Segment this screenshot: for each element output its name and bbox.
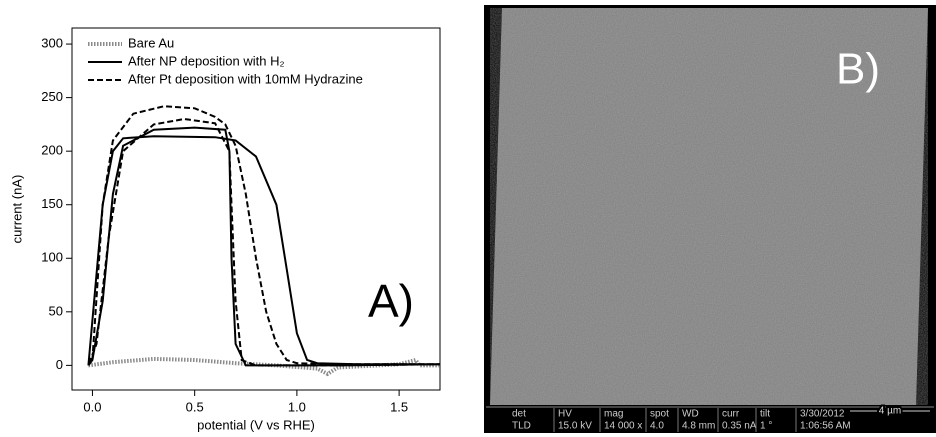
legend-label: Bare Au	[128, 35, 174, 50]
info-header: tilt	[760, 409, 770, 420]
legend-label: After Pt deposition with 10mM Hydrazine	[128, 71, 363, 86]
info-value: 1 °	[760, 421, 772, 432]
info-header: WD	[682, 409, 699, 420]
info-value: 14 000 x	[604, 421, 642, 432]
y-tick-label: 150	[41, 196, 63, 211]
info-header: HV	[558, 409, 572, 420]
y-tick-label: 200	[41, 143, 63, 158]
y-tick-label: 100	[41, 250, 63, 265]
info-header: mag	[604, 409, 623, 420]
x-axis-label: potential (V vs RHE)	[197, 417, 315, 432]
y-tick-label: 50	[49, 303, 63, 318]
info-value: 0.35 nA	[722, 421, 757, 432]
y-axis-label: current (nA)	[9, 175, 24, 244]
info-value: 4.0	[650, 421, 664, 432]
x-tick-label: 0.0	[83, 399, 101, 414]
info-value: 4.8 mm	[682, 421, 715, 432]
info-header: spot	[650, 409, 669, 420]
legend-label: After NP deposition with H₂	[128, 53, 285, 68]
sem-texture	[490, 8, 928, 405]
plot-frame	[71, 27, 441, 391]
x-tick-label: 1.0	[288, 399, 306, 414]
series-line	[88, 356, 440, 377]
panel-label: B)	[836, 45, 880, 94]
series-line	[87, 105, 441, 367]
info-value: 15.0 kV	[558, 421, 592, 432]
info-header: det	[512, 409, 526, 420]
y-tick-label: 0	[56, 357, 63, 372]
annotation: A)	[368, 275, 414, 327]
x-tick-label: 0.5	[186, 399, 204, 414]
series-line	[87, 126, 441, 367]
info-header: curr	[722, 409, 740, 420]
scale-bar-label: 4 µm	[879, 406, 901, 417]
info-header: 3/30/2012	[800, 409, 845, 420]
info-value: TLD	[512, 421, 531, 432]
info-value: 1:06:56 AM	[800, 421, 851, 432]
y-tick-label: 250	[41, 89, 63, 104]
x-tick-label: 1.5	[390, 399, 408, 414]
y-tick-label: 300	[41, 36, 63, 51]
